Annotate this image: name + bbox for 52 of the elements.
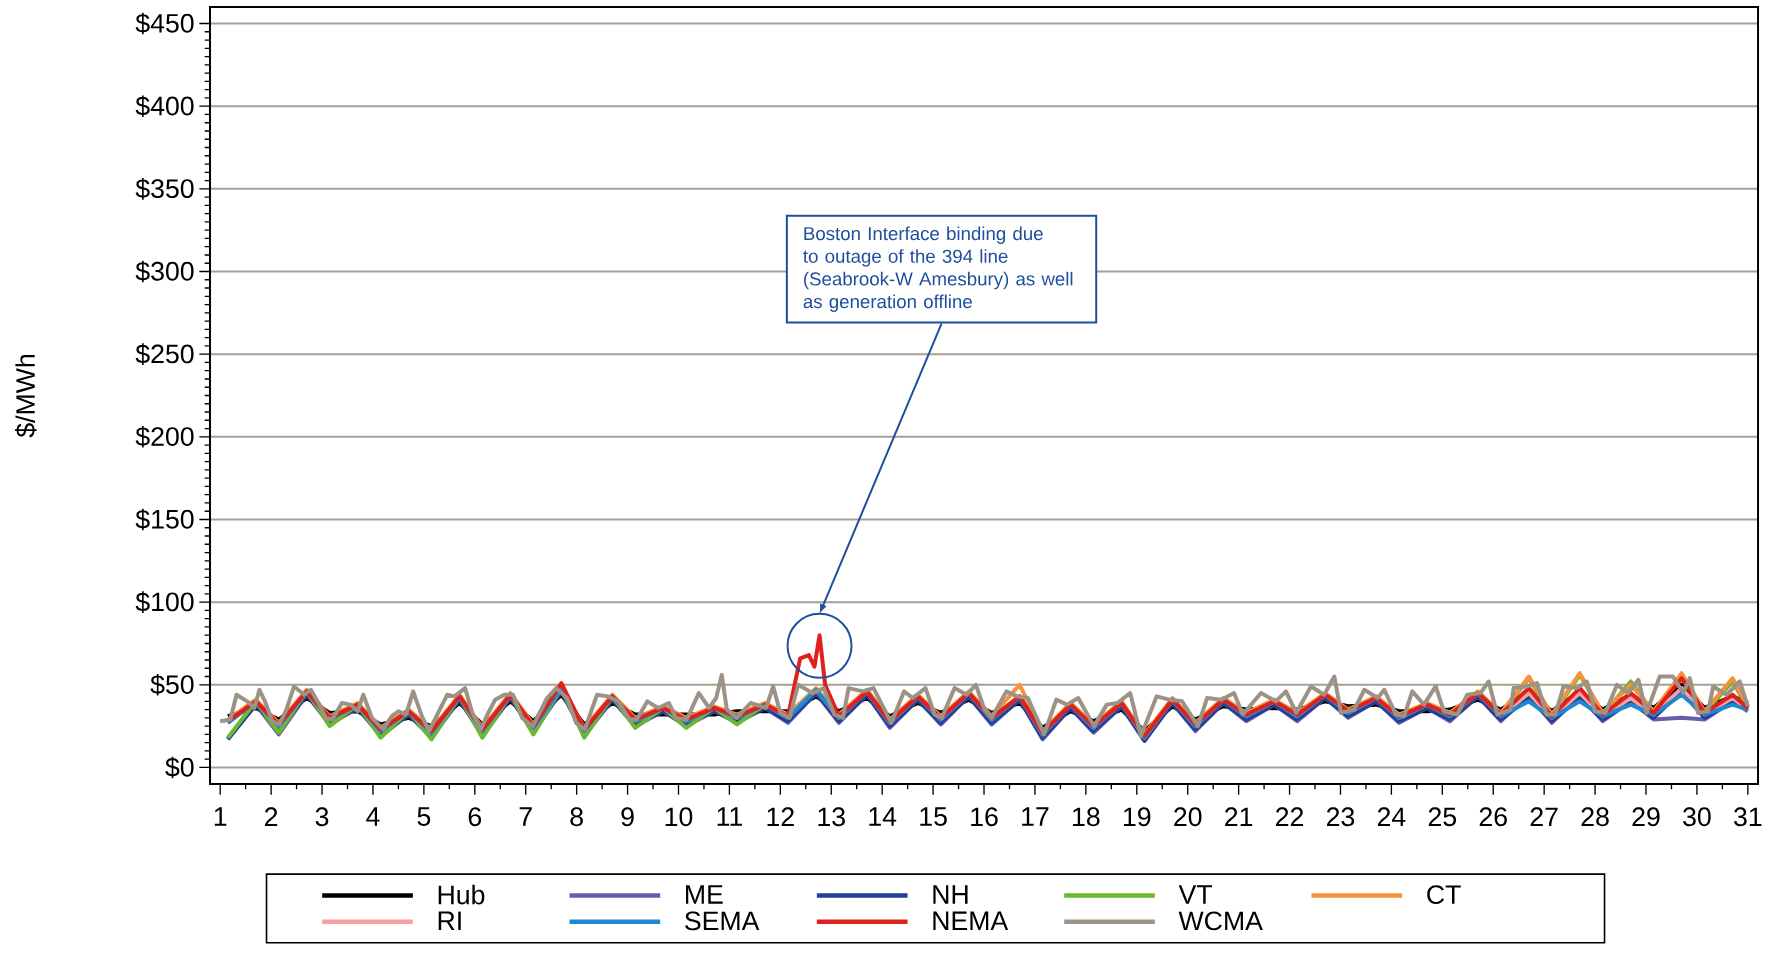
x-tick-label: 10	[665, 807, 693, 827]
x-tick-label: 13	[818, 807, 845, 827]
y-tick-label: $200	[135, 426, 194, 448]
x-tick-label: 19	[1123, 807, 1151, 827]
x-tick-label: 20	[1174, 807, 1202, 827]
legend-label: SEMA	[685, 911, 760, 931]
legend-label: Hub	[438, 884, 485, 905]
legend-label: VT	[1178, 885, 1212, 904]
legend-label: WCMA	[1178, 911, 1263, 931]
y-tick-label: $50	[150, 674, 194, 696]
x-tick-label: 23	[1326, 807, 1355, 827]
x-tick-label: 14	[869, 807, 897, 826]
x-tick-label: 15	[920, 807, 947, 826]
legend-label: ME	[686, 885, 723, 904]
x-tick-label: 5	[417, 807, 431, 826]
x-tick-label: 26	[1479, 807, 1507, 827]
y-tick-label: $150	[135, 508, 194, 531]
legend-label: CT	[1427, 885, 1461, 905]
x-tick-label: 16	[971, 807, 998, 827]
x-tick-label: 21	[1225, 807, 1253, 826]
y-tick-label: $0	[165, 756, 194, 779]
annotation: Boston Interface binding due to outage of the 394 line (Seabrook-W Amesbury) as well as generation offline	[803, 226, 1073, 312]
x-tick-label: 17	[1022, 807, 1049, 826]
x-tick-label: 9	[621, 807, 634, 827]
y-axis-title: $/MWh	[14, 355, 37, 438]
y-tick-label: $350	[135, 178, 194, 200]
y-tick-label: $450	[135, 12, 194, 35]
x-tick-label: 27	[1530, 807, 1558, 826]
y-tick-label: $400	[135, 95, 194, 117]
x-tick-label: 4	[366, 807, 380, 826]
x-tick-label: 6	[468, 807, 482, 827]
y-tick-label: $250	[135, 343, 194, 365]
x-tick-label: 11	[717, 807, 742, 826]
x-tick-label: 7	[519, 807, 532, 826]
legend-label: NEMA	[933, 911, 1009, 930]
x-tick-label: 31	[1734, 807, 1762, 827]
legend-label: RI	[438, 911, 461, 930]
y-tick-label: $300	[135, 260, 194, 283]
x-tick-label: 28	[1581, 807, 1609, 827]
x-tick-label: 29	[1632, 807, 1660, 827]
x-tick-label: 12	[767, 807, 794, 826]
x-tick-label: 3	[315, 807, 329, 827]
y-tick-label: $100	[135, 591, 194, 613]
x-tick-label: 8	[570, 807, 583, 827]
x-tick-label: 30	[1683, 807, 1711, 827]
x-tick-label: 24	[1377, 807, 1406, 826]
x-tick-label: 25	[1428, 807, 1457, 827]
x-tick-label: 1	[214, 807, 227, 826]
legend-label: NH	[933, 885, 968, 904]
x-tick-label: 22	[1276, 807, 1304, 826]
x-tick-label: 2	[265, 807, 278, 826]
x-tick-label: 18	[1073, 807, 1100, 827]
